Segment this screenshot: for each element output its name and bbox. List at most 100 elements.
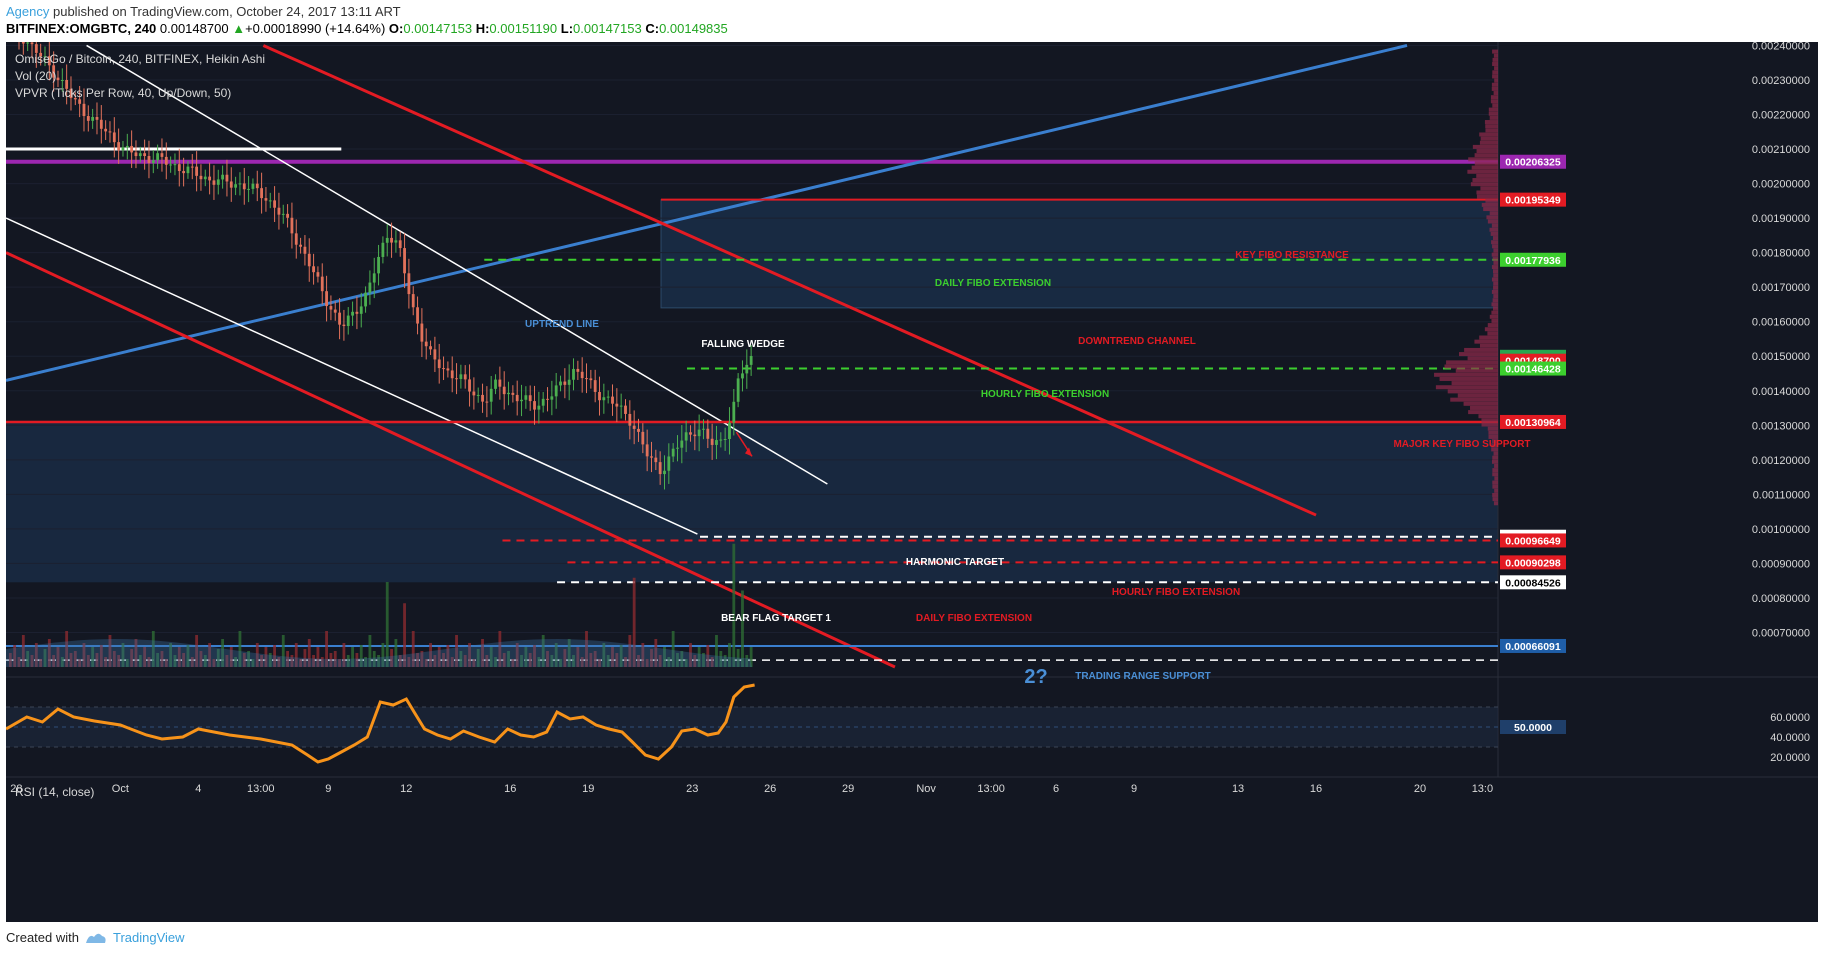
- volume-bar: [182, 653, 186, 667]
- candle-body: [615, 403, 619, 407]
- candle-body: [164, 156, 168, 165]
- volume-bar: [710, 657, 714, 667]
- volume-bar: [693, 655, 697, 667]
- author-link[interactable]: Agency: [6, 4, 50, 19]
- candle-body: [736, 378, 740, 402]
- candle-body: [26, 42, 30, 44]
- time-tick-label: 16: [504, 783, 516, 795]
- volume-bar: [86, 655, 90, 667]
- close-label: C:: [645, 21, 660, 36]
- volume-bar: [641, 643, 645, 667]
- vpvr-row: [1492, 298, 1498, 303]
- volume-bar: [281, 635, 285, 667]
- vpvr-row: [1489, 211, 1498, 216]
- candle-body: [56, 77, 60, 81]
- time-tick-label: 26: [764, 783, 776, 795]
- vpvr-row: [1484, 120, 1498, 125]
- volume-bar: [429, 643, 432, 667]
- support-zone: [6, 421, 1498, 583]
- volume-bar: [550, 655, 554, 667]
- wedge-lower-line: [6, 217, 698, 535]
- volume-bar: [212, 659, 216, 667]
- vpvr-row: [1491, 240, 1498, 245]
- annotation-label: 2?: [1024, 666, 1047, 688]
- legend-rsi[interactable]: RSI (14, close): [15, 785, 94, 799]
- legend-vpvr[interactable]: VPVR (Ticks Per Row, 40, Up/Down, 50): [15, 86, 231, 100]
- downtrend-channel-upper: [262, 44, 1317, 517]
- volume-bar: [65, 631, 69, 667]
- tradingview-brand: TradingView: [112, 930, 185, 945]
- candle-body: [303, 246, 307, 254]
- time-tick-label: 4: [195, 783, 201, 795]
- vpvr-row: [1455, 368, 1498, 373]
- candle-body: [216, 179, 220, 185]
- candle-body: [143, 153, 147, 157]
- candle-body: [667, 456, 671, 471]
- volume-bar: [303, 649, 307, 667]
- vpvr-row: [1494, 66, 1498, 71]
- volume-bar: [290, 655, 294, 667]
- candle-body: [697, 429, 701, 437]
- volume-bar: [598, 659, 601, 667]
- tradingview-link[interactable]: TradingView: [85, 930, 185, 945]
- candle-body: [156, 153, 160, 161]
- volume-bar: [143, 647, 147, 667]
- vpvr-row: [1490, 231, 1498, 236]
- tradingview-logo-icon: [85, 933, 106, 943]
- price-tag: [1500, 361, 1566, 376]
- legend-volume[interactable]: Vol (20): [15, 69, 56, 83]
- vpvr-row: [1492, 103, 1498, 108]
- volume-bar: [82, 643, 86, 667]
- vpvr-row: [1472, 144, 1498, 149]
- vpvr-row: [1435, 385, 1498, 390]
- candle-body: [238, 183, 242, 185]
- price-tag-label: 0.00177936: [1505, 255, 1561, 267]
- vpvr-row: [1493, 91, 1498, 96]
- volume-bar: [69, 653, 73, 667]
- volume-bar: [195, 635, 199, 667]
- price-tick-label: 0.00070000: [1752, 627, 1810, 639]
- chart-area[interactable]: KEY FIBO RESISTANCE DAILY FIBO EXTENSION D…: [6, 42, 1818, 922]
- volume-bar: [260, 655, 264, 667]
- volume-bar: [615, 653, 619, 667]
- price-tick-label: 0.00200000: [1752, 179, 1810, 191]
- vpvr-row: [1491, 459, 1498, 464]
- price-tag-label: 0.00195349: [1505, 195, 1561, 207]
- candle-body: [472, 391, 476, 396]
- vpvr-row: [1491, 82, 1498, 87]
- candle-body: [628, 413, 632, 426]
- candle-body: [459, 374, 463, 380]
- candle-body: [567, 379, 571, 385]
- volume-bar: [104, 657, 108, 667]
- legend-title[interactable]: OmiseGo / Bitcoin, 240, BITFINEX, Heikin…: [15, 52, 265, 66]
- candle-body: [117, 142, 121, 151]
- candle-body: [307, 253, 311, 267]
- vpvr-row: [1487, 219, 1498, 224]
- candle-body: [684, 432, 688, 441]
- vpvr-row: [1494, 476, 1498, 481]
- vpvr-row: [1471, 165, 1498, 170]
- candle-body: [273, 200, 277, 208]
- annotation-label: FALLING WEDGE: [701, 339, 785, 350]
- volume-ma-area: [6, 639, 752, 667]
- volume-bar: [17, 657, 21, 667]
- volume-bar: [247, 651, 251, 667]
- symbol-label: BITFINEX:OMGBTC, 240: [6, 21, 157, 36]
- candle-body: [286, 213, 289, 218]
- candle-body: [580, 371, 584, 379]
- candle-body: [338, 312, 341, 325]
- publish-info: published on TradingView.com, October 24…: [49, 4, 401, 19]
- candle-body: [632, 425, 636, 429]
- price-tag-label: 0.00146428: [1505, 364, 1561, 376]
- candle-body: [563, 381, 567, 385]
- price-tag-label: 0.00130964: [1505, 417, 1561, 429]
- time-tick-label: 13:0: [1472, 783, 1493, 795]
- candle-body: [463, 374, 467, 380]
- volume-bar: [442, 653, 445, 667]
- candle-body: [177, 164, 181, 172]
- volume-bar: [407, 657, 411, 667]
- chart-canvas[interactable]: KEY FIBO RESISTANCE DAILY FIBO EXTENSION D…: [6, 42, 1818, 922]
- volume-bar: [368, 635, 372, 667]
- candle-body: [294, 233, 298, 245]
- candle-body: [82, 103, 86, 117]
